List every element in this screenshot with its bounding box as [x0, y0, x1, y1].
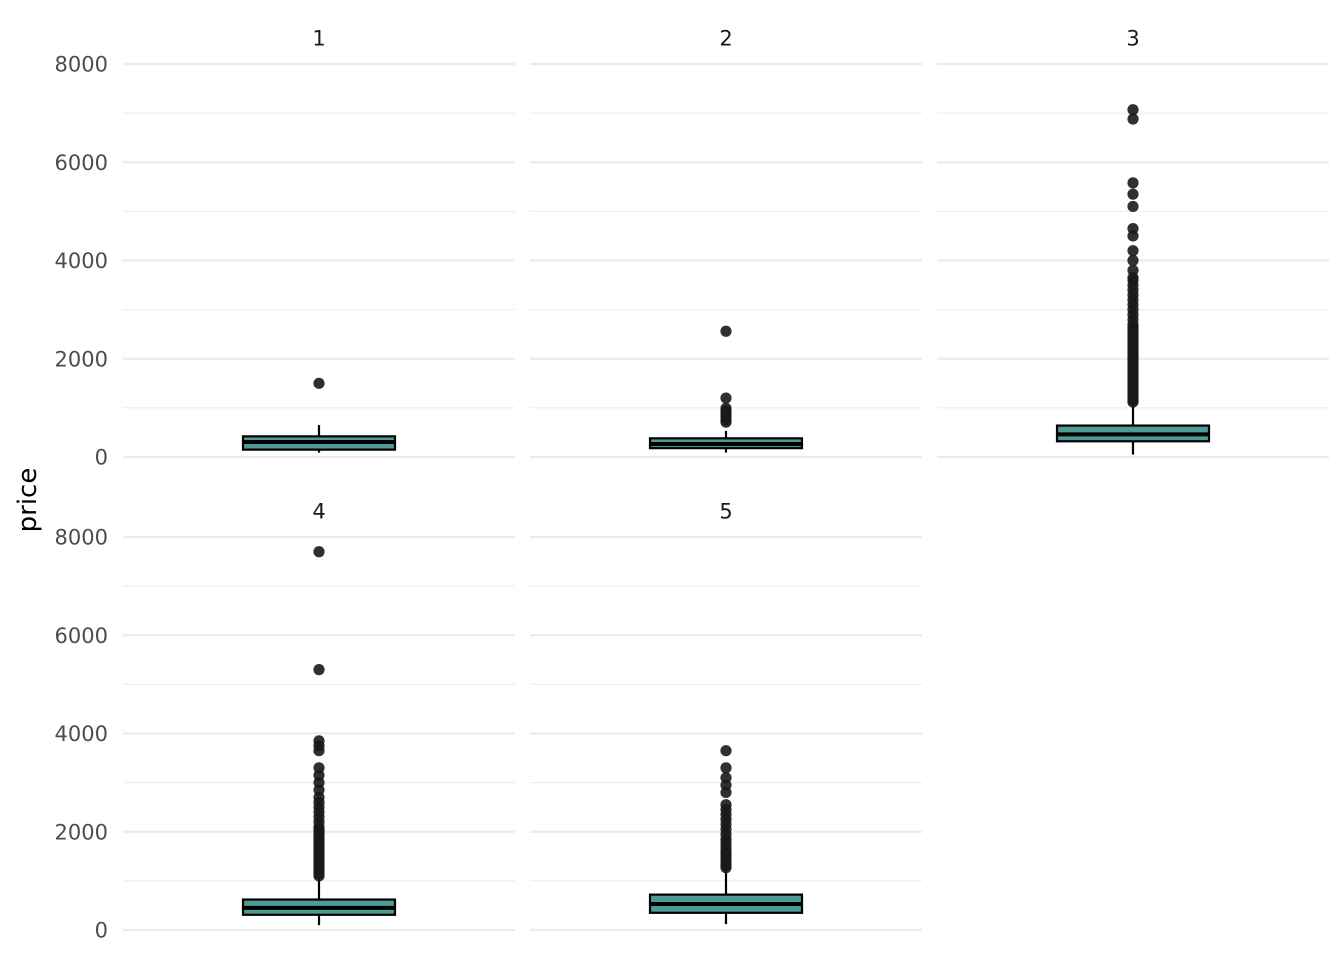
facet-strip-layer: 1 2 3 4 5 — [312, 27, 1139, 524]
outlier-point — [1127, 104, 1139, 116]
facet-box-3 — [1055, 403, 1211, 455]
outlier-point — [1127, 200, 1139, 213]
y-tick-label: 2000 — [55, 820, 108, 844]
y-tick-label: 4000 — [55, 722, 108, 746]
outlier-point — [313, 377, 325, 389]
outlier-point — [720, 799, 732, 811]
outlier-point — [720, 325, 732, 337]
facet-strip-label: 3 — [1126, 27, 1139, 51]
facet-strip-label: 5 — [719, 500, 732, 524]
outlier-point — [313, 735, 325, 747]
facet-strip-label: 4 — [312, 500, 325, 524]
outlier-point — [1127, 113, 1139, 125]
outlier-point — [1127, 254, 1139, 267]
y-tick-label: 8000 — [55, 53, 108, 77]
outlier-point — [313, 664, 325, 676]
outlier-point — [1127, 188, 1139, 200]
facet-box-2 — [648, 430, 804, 453]
y-tick-label: 6000 — [55, 624, 108, 648]
outlier-point — [1127, 245, 1139, 257]
outlier-point — [1127, 177, 1139, 189]
y-tick-label: 0 — [95, 446, 108, 470]
y-tick-label: 2000 — [55, 347, 108, 371]
outlier-point — [1127, 264, 1139, 276]
outlier-point — [720, 772, 732, 784]
y-axis-layer: 0 2000 4000 6000 8000 0 2000 4000 6000 8000 — [55, 53, 108, 943]
facet-box-5 — [648, 869, 804, 925]
y-tick-label: 4000 — [55, 249, 108, 273]
y-tick-label: 8000 — [55, 526, 108, 550]
box-layer — [241, 403, 1211, 926]
y-tick-label: 6000 — [55, 151, 108, 175]
y-axis-title: price — [13, 468, 43, 533]
outlier-point — [313, 546, 325, 558]
outlier-layer — [313, 104, 1139, 882]
outlier-point — [313, 762, 325, 774]
outlier-point — [720, 392, 732, 404]
outlier-point — [720, 745, 732, 757]
facet-box-4 — [241, 877, 397, 926]
outlier-point — [720, 762, 732, 774]
facet-strip-label: 2 — [719, 27, 732, 51]
facet-box-1 — [241, 425, 397, 453]
facet-strip-label: 1 — [312, 27, 325, 51]
outlier-point — [1127, 222, 1139, 235]
y-tick-label: 0 — [95, 919, 108, 943]
outlier-point — [720, 402, 732, 414]
